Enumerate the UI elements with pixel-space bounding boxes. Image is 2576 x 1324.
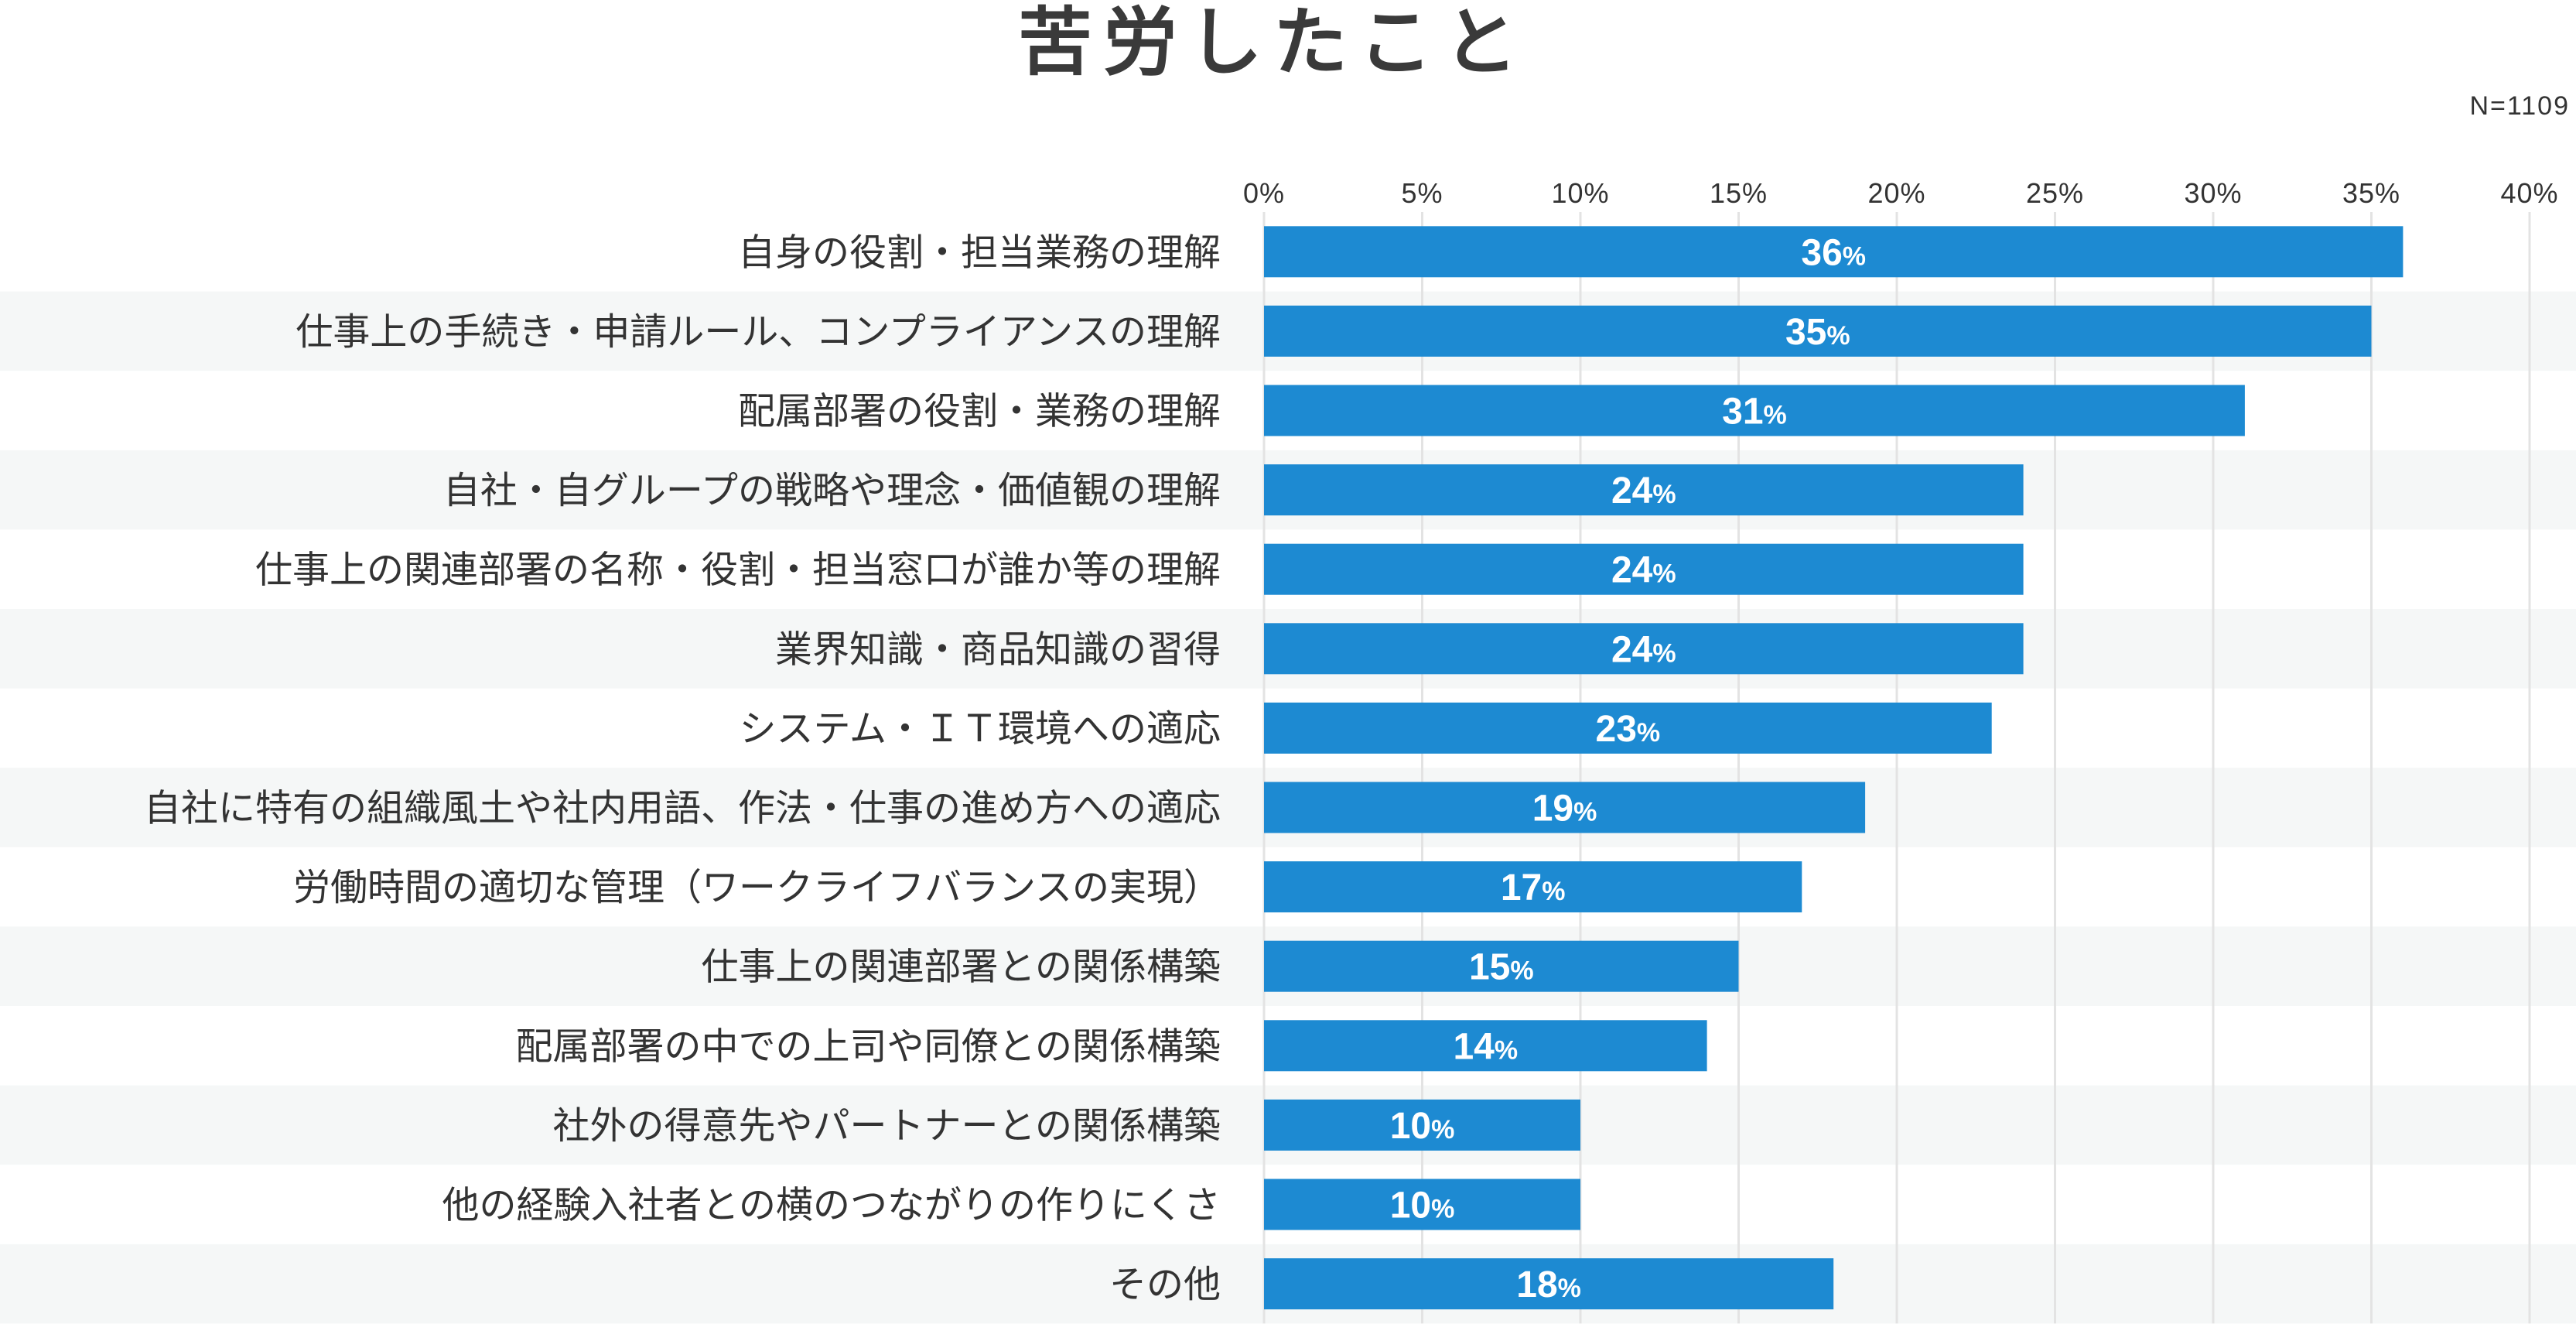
value-label: 15% (1469, 947, 1534, 988)
category-label: 自社・自グループの戦略や理念・価値観の理解 (443, 469, 1221, 512)
value-label: 18% (1516, 1264, 1581, 1305)
value-label: 24% (1611, 550, 1676, 591)
category-label: その他 (1109, 1263, 1221, 1306)
category-label: システム・ＩＴ環境への適応 (739, 707, 1221, 751)
value-label: 10% (1390, 1106, 1455, 1147)
category-label: 労働時間の適切な管理（ワークライフバランスの実現） (293, 866, 1221, 909)
chart-title: 苦労したこと (1018, 0, 1529, 86)
category-labels: 自身の役割・担当業務の理解仕事上の手続き・申請ルール、コンプライアンスの理解配属… (144, 231, 1221, 1306)
bar (1264, 226, 2403, 278)
value-label: 24% (1611, 470, 1676, 511)
bar (1264, 702, 1992, 754)
bar (1264, 305, 2372, 357)
category-label: 配属部署の中での上司や同僚との関係構築 (515, 1025, 1221, 1068)
bar (1264, 1179, 1580, 1230)
x-tick-label: 10% (1551, 177, 1609, 209)
x-tick-label: 25% (2026, 177, 2084, 209)
bar (1264, 623, 2024, 675)
value-label: 36% (1801, 232, 1866, 273)
category-label: 社外の得意先やパートナーとの関係構築 (552, 1104, 1221, 1148)
value-label: 23% (1596, 709, 1661, 750)
x-tick-label: 20% (1867, 177, 1925, 209)
x-tick-label: 5% (1401, 177, 1443, 209)
category-label: 配属部署の役割・業務の理解 (738, 390, 1221, 433)
value-label: 19% (1532, 789, 1597, 830)
x-tick-label: 15% (1710, 177, 1768, 209)
value-labels: 36% 35% 31% 24% 24% 24% 23% 19% 17% 15% 14% 10% 10% 1… (1390, 232, 1866, 1305)
category-label: 仕事上の関連部署との関係構築 (701, 946, 1221, 989)
x-tick-label: 35% (2342, 177, 2400, 209)
x-tick-label: 0% (1243, 177, 1285, 209)
value-label: 24% (1611, 629, 1676, 670)
category-label: 他の経験入社者との横のつながりの作りにくさ (442, 1184, 1221, 1227)
bar (1264, 861, 1802, 913)
category-label: 仕事上の関連部署の名称・役割・担当窓口が誰か等の理解 (255, 549, 1221, 592)
bar (1264, 782, 1866, 833)
x-tick-label: 30% (2184, 177, 2242, 209)
category-label: 自社に特有の組織風土や社内用語、作法・仕事の進め方への適応 (144, 787, 1221, 830)
bar (1264, 1099, 1580, 1151)
value-label: 14% (1453, 1026, 1518, 1067)
bar (1264, 543, 2024, 595)
x-tick-label: 40% (2500, 177, 2558, 209)
category-label: 自身の役割・担当業務の理解 (738, 231, 1221, 274)
value-label: 10% (1390, 1185, 1455, 1226)
value-label: 31% (1722, 392, 1787, 433)
bar (1264, 1258, 1834, 1310)
bar (1264, 464, 2024, 516)
bar (1264, 385, 2245, 436)
value-label: 35% (1785, 312, 1850, 353)
category-label: 仕事上の手続き・申請ルール、コンプライアンスの理解 (296, 310, 1221, 354)
category-label: 業界知識・商品知識の習得 (775, 628, 1221, 671)
sample-size-note: N=1109 (2469, 91, 2570, 121)
bar (1264, 940, 1739, 992)
value-label: 17% (1501, 867, 1566, 908)
bar (1264, 1020, 1707, 1072)
bars (1264, 226, 2403, 1310)
x-axis-ticks: 0% 5% 10% 15% 20% 25% 30% 35% 40% (1243, 177, 2558, 209)
